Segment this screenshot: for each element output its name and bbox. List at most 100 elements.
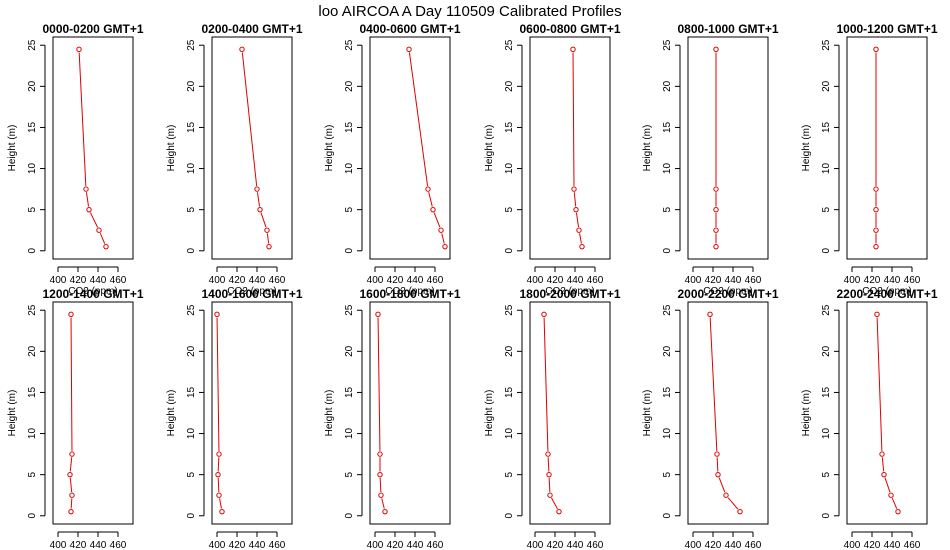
y-tick-label: 10: [821, 163, 832, 175]
data-point: [239, 46, 245, 53]
x-tick-label: 460: [745, 540, 762, 550]
y-tick-label: 20: [344, 80, 355, 92]
data-point: [579, 243, 585, 250]
data-point: [257, 206, 263, 213]
y-tick-label: 25: [344, 39, 355, 51]
data-point: [96, 227, 102, 233]
data-point: [68, 508, 74, 515]
data-point: [570, 46, 576, 53]
y-tick-label: 5: [27, 471, 38, 477]
y-tick-label: 5: [662, 206, 673, 212]
panel-title: 1400-1600 GMT+1: [201, 287, 302, 301]
y-tick-label: 25: [504, 304, 515, 316]
y-tick-label: 5: [504, 471, 515, 477]
profile-segment: [377, 317, 381, 451]
y-tick-label: 5: [27, 206, 38, 212]
y-tick-label: 15: [27, 386, 38, 398]
panel-title: 0000-0200 GMT+1: [42, 22, 143, 36]
panel-title: 1200-1400 GMT+1: [42, 287, 143, 301]
x-axis-label: CO2 (ppm): [385, 286, 434, 297]
profile-segment: [260, 212, 267, 228]
data-point: [406, 46, 412, 53]
profile-segment: [572, 52, 575, 186]
panel-title: 1600-1800 GMT+1: [359, 287, 460, 301]
x-axis-label: CO2 (ppm): [545, 286, 594, 297]
panel-title: 0400-0600 GMT+1: [359, 22, 460, 36]
y-tick-label: 10: [504, 428, 515, 440]
y-tick-label: 15: [186, 386, 197, 398]
figure-title: loo AIRCOA A Day 110509 Calibrated Profi…: [318, 3, 621, 20]
data-point: [83, 186, 89, 192]
profile-segment: [69, 457, 73, 472]
profile-segment: [543, 317, 549, 451]
x-tick-label: 400: [50, 540, 67, 550]
y-tick-label: 0: [27, 513, 38, 519]
y-tick-label: 0: [821, 513, 832, 519]
data-point: [713, 46, 719, 53]
profile-segment: [891, 497, 898, 509]
plot-frame: [846, 301, 928, 525]
profile-segment: [718, 477, 726, 493]
data-point: [67, 471, 73, 478]
plot-frame: [529, 36, 611, 260]
profile-segment: [709, 317, 718, 451]
y-tick-label: 5: [662, 471, 673, 477]
x-tick-label: 420: [387, 540, 404, 550]
data-point: [86, 206, 92, 213]
x-tick-label: 460: [110, 275, 127, 286]
profile-segment: [99, 232, 106, 244]
y-tick-label: 25: [27, 39, 38, 51]
profile-segment: [381, 498, 385, 509]
y-tick-label: 0: [344, 513, 355, 519]
y-tick-label: 0: [27, 248, 38, 254]
y-tick-label: 25: [186, 304, 197, 316]
data-point: [254, 186, 260, 192]
x-tick-label: 440: [725, 275, 742, 286]
profile-segment: [579, 233, 582, 244]
x-tick-label: 460: [269, 275, 286, 286]
data-point: [546, 471, 552, 478]
x-tick-label: 460: [904, 275, 921, 286]
y-tick-label: 20: [662, 80, 673, 92]
profile-segment: [547, 457, 550, 472]
data-point: [442, 243, 448, 250]
y-tick-label: 15: [504, 386, 515, 398]
y-tick-label: 0: [662, 248, 673, 254]
data-point: [541, 311, 547, 318]
x-tick-label: 420: [864, 275, 881, 286]
data-point: [873, 206, 879, 213]
y-tick-label: 5: [344, 206, 355, 212]
y-tick-label: 15: [821, 386, 832, 398]
plot-frame: [687, 36, 769, 260]
panel-title: 1800-2000 GMT+1: [519, 287, 620, 301]
plot-frame: [369, 36, 451, 260]
data-point: [430, 206, 436, 213]
profile-segment: [428, 192, 433, 207]
y-tick-label: 25: [821, 304, 832, 316]
data-point: [377, 451, 383, 457]
y-tick-label: 10: [186, 163, 197, 175]
y-tick-label: 0: [186, 248, 197, 254]
plot-frame: [52, 301, 134, 525]
y-tick-label: 15: [504, 121, 515, 133]
profile-segment: [69, 477, 73, 493]
profile-segment: [575, 212, 580, 228]
y-tick-label: 20: [821, 345, 832, 357]
y-tick-label: 25: [27, 304, 38, 316]
y-axis-label: Height (m): [642, 390, 653, 437]
x-tick-label: 420: [229, 540, 246, 550]
data-point: [713, 186, 719, 192]
y-tick-label: 20: [186, 345, 197, 357]
x-tick-label: 440: [407, 540, 424, 550]
data-point: [895, 508, 901, 515]
profile-segment: [217, 457, 220, 472]
y-tick-label: 15: [186, 121, 197, 133]
x-tick-label: 400: [527, 540, 544, 550]
data-point: [69, 492, 75, 498]
data-point: [713, 206, 719, 213]
data-point: [103, 243, 109, 250]
